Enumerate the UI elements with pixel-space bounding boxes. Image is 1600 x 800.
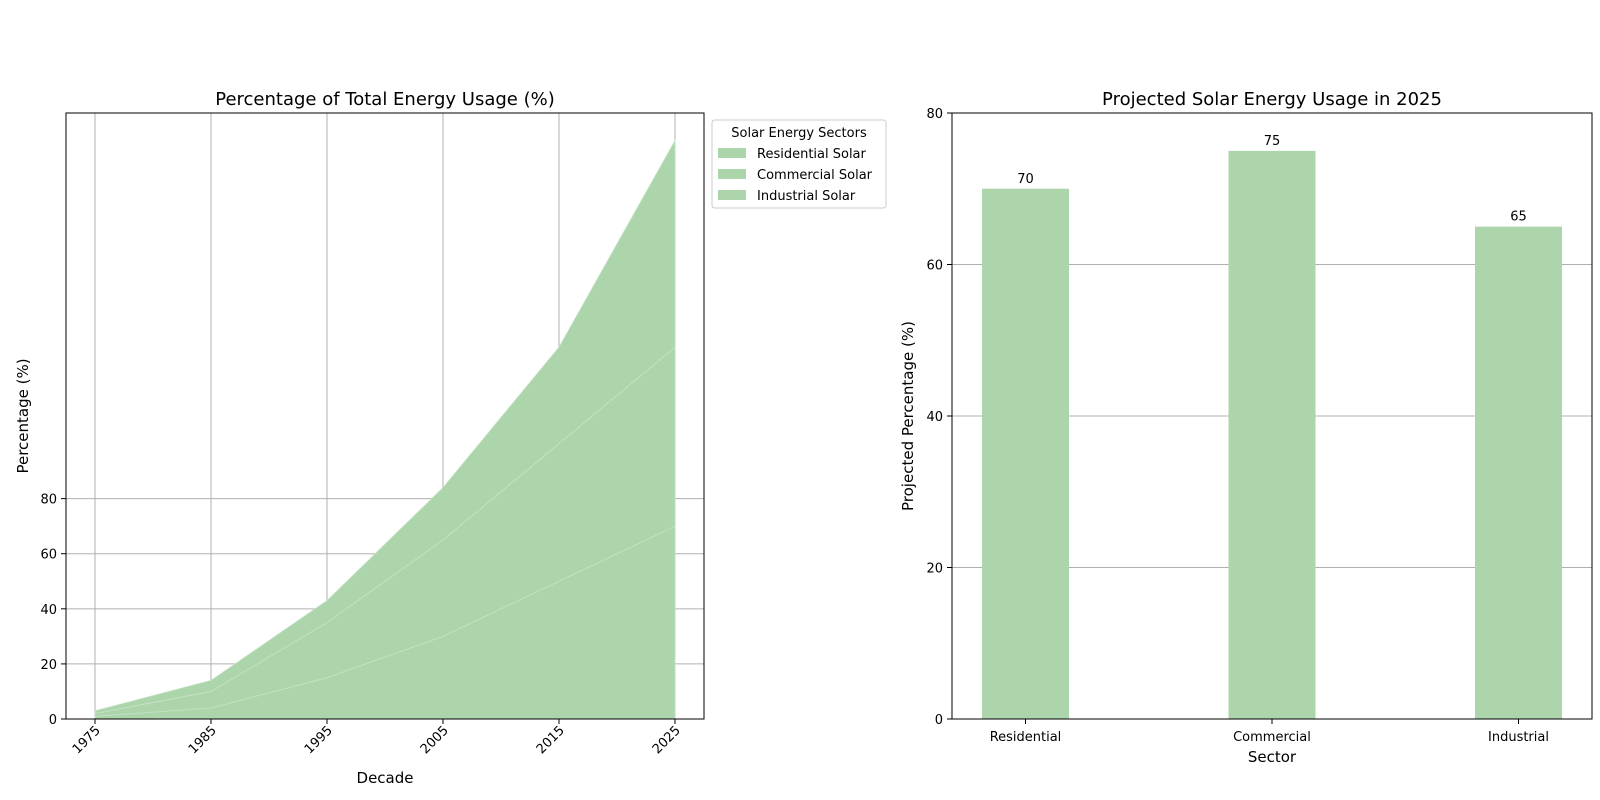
legend-swatch-residential [718, 148, 746, 158]
area-y-axis-label: Percentage (%) [14, 358, 32, 473]
bar-ytick-label: 20 [926, 562, 943, 577]
legend-swatch-industrial [718, 190, 746, 200]
bar-x-axis-label: Sector [1248, 748, 1297, 766]
bar-commercial [1228, 150, 1316, 719]
area-ytick-label: 40 [40, 603, 57, 618]
bar-xtick-label-residential: Residential [990, 730, 1062, 745]
bar-y-axis-label: Projected Percentage (%) [899, 321, 917, 511]
area-x-ticks: 1975 1985 1995 2005 2015 2025 [70, 719, 684, 757]
bar-data-label-residential: 70 [1017, 172, 1034, 187]
bars [982, 150, 1562, 719]
area-ytick-label: 60 [40, 548, 57, 563]
area-chart-title: Percentage of Total Energy Usage (%) [215, 89, 555, 110]
bar-industrial [1475, 226, 1562, 719]
legend-frame [711, 119, 887, 209]
area-ytick-label: 80 [40, 493, 57, 508]
bar-ytick-label: 80 [926, 107, 943, 122]
area-xtick-label: 2025 [650, 723, 684, 757]
area-xtick-label: 2005 [418, 723, 452, 757]
bar-xtick-label-industrial: Industrial [1488, 730, 1549, 745]
legend-item-commercial: Commercial Solar [757, 168, 873, 183]
area-xtick-label: 2015 [534, 723, 568, 757]
legend-item-residential: Residential Solar [757, 147, 867, 162]
bar-data-labels: 70 75 65 [1017, 134, 1527, 225]
bar-ytick-label: 40 [926, 410, 943, 425]
bar-residential [982, 188, 1069, 719]
bar-y-ticks: 0 20 40 60 80 [926, 107, 952, 728]
area-y-ticks: 0 20 40 60 80 [40, 493, 66, 728]
bar-chart: 0 20 40 60 80 Residential Commercial Industria… [899, 89, 1593, 766]
bar-ytick-label: 0 [935, 713, 943, 728]
legend-item-industrial: Industrial Solar [757, 189, 856, 204]
legend-swatch-commercial [718, 169, 746, 179]
area-xtick-label: 1975 [70, 723, 104, 757]
area-chart: 0 20 40 60 80 1975 1985 1995 2005 2015 2025 Perce… [14, 89, 887, 787]
area-xtick-label: 1985 [186, 723, 220, 757]
bar-data-label-commercial: 75 [1264, 134, 1281, 149]
bar-ytick-label: 60 [926, 259, 943, 274]
bar-x-ticks: Residential Commercial Industrial [990, 719, 1549, 745]
area-ytick-label: 0 [49, 713, 57, 728]
legend: Solar Energy Sectors Residential Solar C… [711, 119, 887, 209]
bar-xtick-label-commercial: Commercial [1233, 730, 1311, 745]
legend-title: Solar Energy Sectors [731, 126, 867, 141]
bar-data-label-industrial: 65 [1510, 210, 1527, 225]
bar-chart-title: Projected Solar Energy Usage in 2025 [1102, 89, 1442, 110]
area-plot-frame [65, 112, 705, 720]
area-fills [94, 139, 676, 720]
area-xtick-label: 1995 [302, 723, 336, 757]
area-ytick-label: 20 [40, 658, 57, 673]
area-x-axis-label: Decade [357, 769, 414, 787]
area-series-industrial [94, 139, 676, 714]
